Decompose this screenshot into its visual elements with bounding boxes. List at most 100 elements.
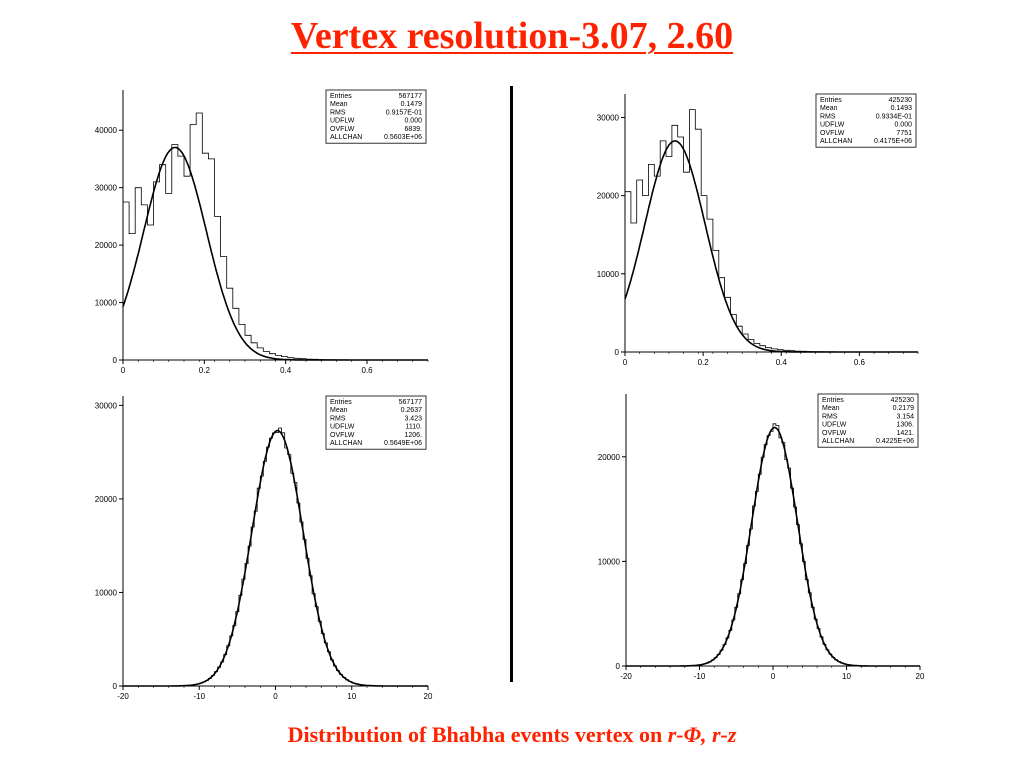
y-tick-label: 10000 bbox=[597, 270, 620, 279]
stats-value: 0.2637 bbox=[401, 407, 423, 414]
stats-label: UDFLW bbox=[330, 118, 355, 125]
fit-curve bbox=[624, 140, 918, 353]
y-tick-label: 10000 bbox=[598, 557, 621, 566]
slide-caption: Distribution of Bhabha events vertex on … bbox=[0, 722, 1024, 748]
stats-label: Mean bbox=[330, 407, 348, 414]
y-tick-label: 0 bbox=[616, 662, 621, 671]
fit-curve bbox=[626, 426, 920, 667]
y-tick-label: 30000 bbox=[95, 184, 118, 193]
histogram-series bbox=[123, 427, 428, 687]
stats-label: OVFLW bbox=[330, 432, 355, 439]
stats-value: 6839. bbox=[404, 126, 422, 133]
stats-value: 7751 bbox=[896, 130, 912, 137]
x-tick-label: -10 bbox=[193, 692, 205, 701]
histogram-series bbox=[123, 112, 428, 361]
x-tick-label: 0 bbox=[273, 692, 278, 701]
chart-bottom-left-svg: 0 10000 20000 30000 -20 -10 0 10 20 Entries 567177… bbox=[95, 395, 433, 701]
x-tick-label: 0.2 bbox=[698, 358, 710, 367]
y-tick-label: 20000 bbox=[95, 495, 118, 504]
stats-value: 0.9334E-01 bbox=[876, 113, 912, 120]
stats-label: ALLCHAN bbox=[330, 134, 362, 141]
stats-value: 1206. bbox=[404, 432, 422, 439]
chart-top-left-svg: 0 10000 20000 30000 40000 0 0.2 0.4 0.6 Entries 56… bbox=[95, 89, 429, 375]
slide-title: Vertex resolution-3.07, 2.60 bbox=[290, 15, 734, 57]
caption-rphi: r-Φ bbox=[667, 722, 701, 747]
caption-prefix: Distribution of Bhabha events vertex on bbox=[287, 722, 668, 747]
stats-label: RMS bbox=[820, 113, 836, 120]
chart-bottom-left: 0 10000 20000 30000 -20 -10 0 10 20 Entries 567177… bbox=[80, 392, 440, 702]
x-tick-label: 20 bbox=[916, 672, 925, 681]
stats-label: Mean bbox=[822, 405, 840, 412]
stats-label: UDFLW bbox=[822, 422, 847, 429]
x-tick-label: 0.4 bbox=[776, 358, 788, 367]
fit-curve bbox=[122, 146, 428, 361]
stats-value: 0.4175E+06 bbox=[874, 138, 912, 145]
stats-box bbox=[815, 93, 917, 148]
y-tick-label: 20000 bbox=[597, 192, 620, 201]
y-tick-label: 20000 bbox=[598, 453, 621, 462]
stats-value: 0.9157E-01 bbox=[386, 109, 422, 116]
x-tick-label: 0 bbox=[623, 358, 628, 367]
y-tick-label: 20000 bbox=[95, 241, 118, 250]
x-tick-label: 0.2 bbox=[199, 366, 211, 375]
stats-value: 1110. bbox=[406, 424, 423, 431]
stats-value: 3.423 bbox=[404, 415, 422, 422]
stats-label: UDFLW bbox=[330, 424, 355, 431]
stats-value: 567177 bbox=[399, 93, 422, 100]
y-tick-label: 40000 bbox=[95, 126, 118, 135]
stats-label: UDFLW bbox=[820, 122, 845, 129]
chart-top-right-svg: 0 10000 20000 30000 0 0.2 0.4 0.6 Entries 425230 M… bbox=[597, 93, 919, 367]
x-tick-label: -20 bbox=[117, 692, 129, 701]
caption-sep: , bbox=[700, 722, 712, 747]
y-tick-label: 10000 bbox=[95, 588, 118, 597]
y-tick-label: 30000 bbox=[597, 113, 620, 122]
chart-bottom-right: 0 10000 20000 -20 -10 0 10 20 Entries 425230 Mean 0… bbox=[580, 390, 930, 682]
stats-value: 425230 bbox=[889, 97, 912, 104]
stats-value: 567177 bbox=[399, 399, 422, 406]
stats-value: 0.2179 bbox=[893, 405, 915, 412]
stats-value: 0.1479 bbox=[401, 101, 423, 108]
y-tick-label: 30000 bbox=[95, 401, 118, 410]
panel-divider bbox=[510, 86, 513, 682]
y-tick-label: 0 bbox=[113, 356, 118, 365]
stats-value: 0.000 bbox=[404, 118, 422, 125]
stats-value: 0.4225E+06 bbox=[876, 438, 914, 445]
stats-value: 0.1493 bbox=[891, 105, 913, 112]
x-tick-label: 0 bbox=[771, 672, 776, 681]
stats-value: 0.5649E+06 bbox=[384, 440, 422, 447]
caption-rz: r-z bbox=[711, 722, 737, 747]
y-tick-label: 0 bbox=[113, 682, 118, 691]
histogram-series bbox=[626, 423, 920, 667]
stats-label: Entries bbox=[820, 97, 842, 104]
stats-label: ALLCHAN bbox=[820, 138, 852, 145]
stats-label: OVFLW bbox=[330, 126, 355, 133]
stats-value: 425230 bbox=[891, 397, 914, 404]
stats-label: Entries bbox=[330, 399, 352, 406]
stats-label: RMS bbox=[330, 109, 346, 116]
chart-top-right: 0 10000 20000 30000 0 0.2 0.4 0.6 Entries 425230 M… bbox=[580, 88, 930, 368]
stats-label: Mean bbox=[330, 101, 348, 108]
x-tick-label: 10 bbox=[842, 672, 851, 681]
chart-bottom-right-svg: 0 10000 20000 -20 -10 0 10 20 Entries 425230 Mean 0… bbox=[598, 393, 925, 681]
x-tick-label: 20 bbox=[424, 692, 433, 701]
stats-value: 0.5603E+06 bbox=[384, 134, 422, 141]
x-tick-label: 0.4 bbox=[280, 366, 292, 375]
stats-value: 3.154 bbox=[896, 413, 914, 420]
x-tick-label: 0 bbox=[121, 366, 126, 375]
stats-label: RMS bbox=[330, 415, 346, 422]
fit-curve bbox=[123, 429, 428, 687]
stats-value: 1306. bbox=[896, 422, 914, 429]
stats-label: RMS bbox=[822, 413, 838, 420]
stats-box bbox=[325, 395, 427, 450]
x-tick-label: 0.6 bbox=[361, 366, 373, 375]
stats-label: Entries bbox=[822, 397, 844, 404]
stats-value: 1421. bbox=[896, 430, 914, 437]
x-tick-label: -10 bbox=[694, 672, 706, 681]
stats-label: OVFLW bbox=[820, 130, 845, 137]
chart-top-left: 0 10000 20000 30000 40000 0 0.2 0.4 0.6 Entries 56… bbox=[80, 88, 440, 378]
y-tick-label: 10000 bbox=[95, 299, 118, 308]
stats-label: OVFLW bbox=[822, 430, 847, 437]
stats-box bbox=[817, 393, 919, 448]
stats-label: Entries bbox=[330, 93, 352, 100]
stats-label: ALLCHAN bbox=[330, 440, 362, 447]
